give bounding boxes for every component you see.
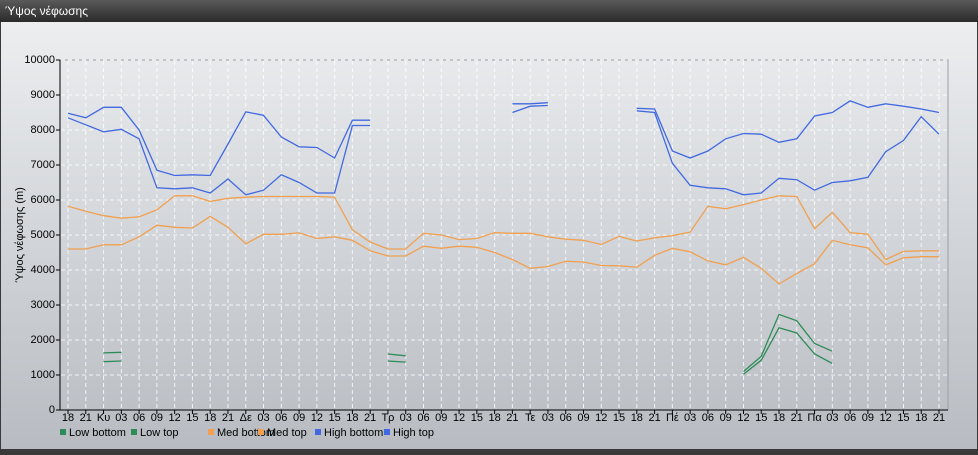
legend-label: High bottom (324, 427, 383, 439)
legend-swatch (258, 429, 264, 435)
x-tick-label: Πα (807, 412, 822, 424)
x-tick-label: 18 (631, 412, 643, 424)
series-line (68, 215, 939, 285)
x-tick-label: 18 (346, 412, 358, 424)
series-line (67, 100, 940, 177)
x-tick-label: 03 (542, 412, 554, 424)
y-tick-label: 3000 (31, 299, 55, 311)
x-tick-label: 06 (417, 412, 429, 424)
series-line (103, 313, 833, 372)
x-tick-label: 09 (862, 412, 874, 424)
x-tick-label: 18 (62, 412, 74, 424)
x-tick-label: 21 (648, 412, 660, 424)
y-tick-label: 1000 (31, 369, 55, 381)
x-tick-label: 12 (737, 412, 749, 424)
x-tick-label: 15 (186, 412, 198, 424)
x-tick-label: 09 (577, 412, 589, 424)
legend-swatch (384, 429, 390, 435)
x-tick-label: Τρ (381, 412, 394, 424)
x-tick-label: 21 (222, 412, 234, 424)
y-tick-label: 9000 (31, 89, 55, 101)
x-tick-label: 18 (773, 412, 785, 424)
x-tick-label: 12 (169, 412, 181, 424)
x-tick-label: 15 (613, 412, 625, 424)
x-tick-label: 03 (115, 412, 127, 424)
legend-label: Low bottom (69, 427, 126, 439)
x-tick-label: 21 (791, 412, 803, 424)
x-tick-label: 06 (844, 412, 856, 424)
x-tick-label: 03 (400, 412, 412, 424)
y-tick-label: 7000 (31, 159, 55, 171)
x-tick-label: 12 (453, 412, 465, 424)
x-tick-label: 12 (880, 412, 892, 424)
x-tick-label: 09 (435, 412, 447, 424)
x-tick-label: 18 (915, 412, 927, 424)
x-tick-label: 03 (826, 412, 838, 424)
x-tick-label: 15 (755, 412, 767, 424)
y-axis-label: Ύψος νέφωσης (m) (14, 187, 26, 283)
x-tick-label: 21 (80, 412, 92, 424)
y-tick-label: 5000 (31, 229, 55, 241)
x-tick-label: 15 (897, 412, 909, 424)
legend-label: High top (393, 427, 434, 439)
y-tick-label: 0 (49, 404, 55, 416)
series-line (67, 195, 939, 261)
legend-label: Med top (267, 427, 307, 439)
x-tick-label: 21 (364, 412, 376, 424)
x-tick-label: 03 (257, 412, 269, 424)
legend-label: Low top (140, 427, 179, 439)
x-tick-label: Κυ (97, 412, 110, 424)
window-title: Ύψος νέφωσης (5, 4, 88, 18)
x-tick-label: 09 (151, 412, 163, 424)
legend-swatch (315, 429, 321, 435)
x-tick-label: 09 (720, 412, 732, 424)
x-tick-label: 21 (506, 412, 518, 424)
x-tick-label: 15 (329, 412, 341, 424)
legend-swatch (131, 429, 137, 435)
x-tick-label: 06 (702, 412, 714, 424)
x-tick-label: 18 (204, 412, 216, 424)
y-tick-label: 10000 (24, 54, 55, 66)
series-line (67, 104, 940, 196)
x-tick-label: 06 (275, 412, 287, 424)
x-tick-label: 18 (488, 412, 500, 424)
x-tick-label: 09 (293, 412, 305, 424)
y-tick-label: 4000 (31, 264, 55, 276)
legend-swatch (60, 429, 66, 435)
y-tick-label: 2000 (31, 334, 55, 346)
x-tick-label: 03 (684, 412, 696, 424)
x-tick-label: 06 (560, 412, 572, 424)
x-tick-label: Τε (525, 412, 536, 424)
x-tick-label: 06 (133, 412, 145, 424)
y-tick-label: 6000 (31, 194, 55, 206)
x-tick-label: 12 (311, 412, 323, 424)
x-tick-label: 12 (595, 412, 607, 424)
x-tick-label: 15 (471, 412, 483, 424)
title-bar (0, 0, 978, 22)
legend-swatch (208, 429, 214, 435)
x-tick-label: Δε (240, 412, 252, 424)
x-tick-label: 21 (933, 412, 945, 424)
series-line (103, 327, 833, 375)
y-tick-label: 8000 (31, 124, 55, 136)
x-tick-label: Πέ (666, 412, 679, 424)
